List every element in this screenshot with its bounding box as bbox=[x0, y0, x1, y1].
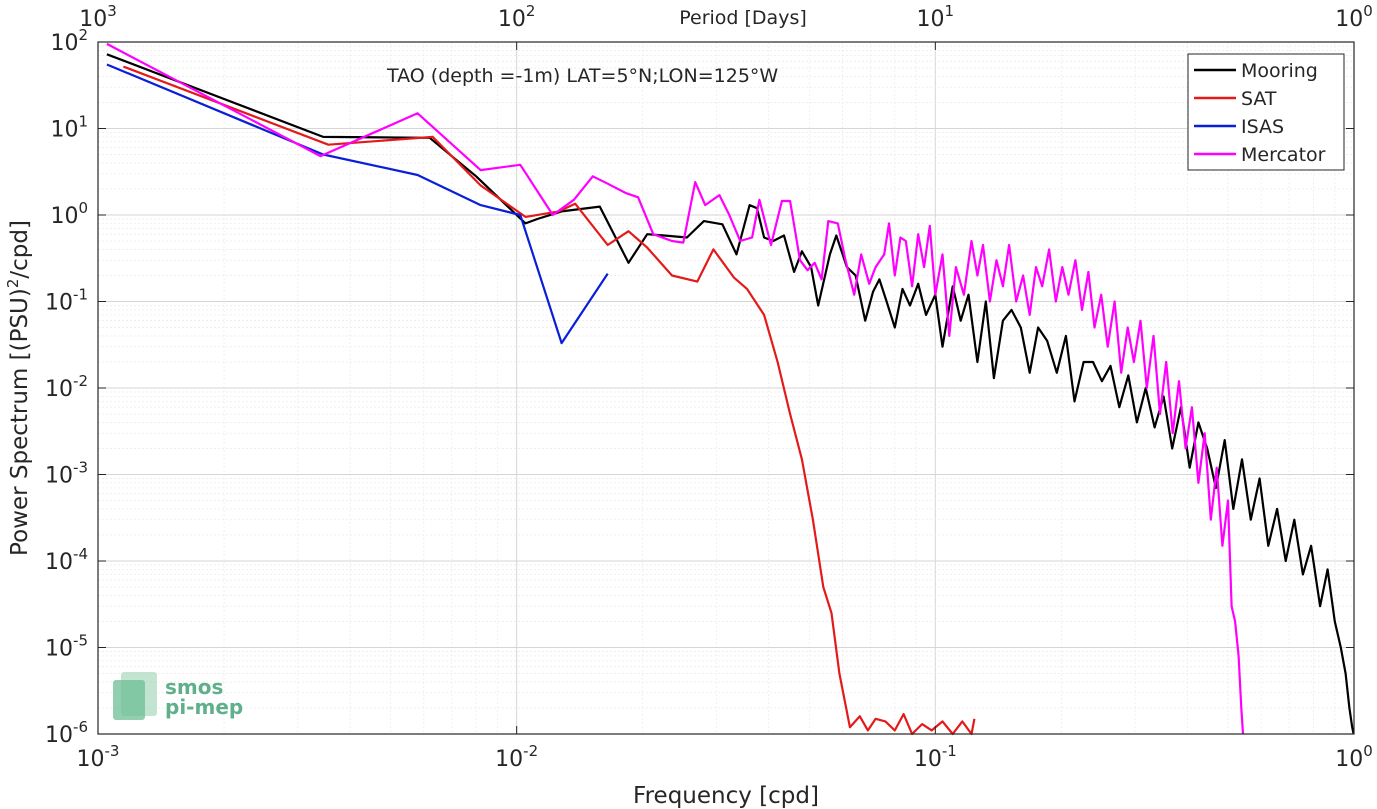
logo-text-pimep: pi-mep bbox=[165, 695, 243, 719]
series-line-sat bbox=[123, 65, 976, 736]
series-line-mooring bbox=[106, 53, 1355, 735]
y-tick-label: 10-1 bbox=[45, 286, 88, 316]
grid bbox=[98, 42, 1354, 734]
y-tick-label: 101 bbox=[50, 113, 88, 143]
top-tick-label: 101 bbox=[917, 2, 955, 32]
x-tick-label: 10-1 bbox=[914, 742, 957, 772]
y-tick-label: 10-4 bbox=[45, 545, 88, 575]
x-tick-label: 10-2 bbox=[495, 742, 538, 772]
top-tick-label: 103 bbox=[79, 2, 117, 32]
y-tick-label: 10-5 bbox=[45, 632, 88, 662]
series-lines bbox=[106, 42, 1355, 736]
y-tick-label: 100 bbox=[50, 199, 88, 229]
legend: Mooring SAT ISAS Mercator bbox=[1187, 53, 1345, 171]
legend-label-mercator: Mercator bbox=[1241, 144, 1326, 166]
y-tick-label: 102 bbox=[50, 26, 88, 56]
top-axis-title: Period [Days] bbox=[679, 7, 807, 29]
logo-mark-front bbox=[113, 680, 145, 720]
legend-label-mooring: Mooring bbox=[1241, 60, 1318, 82]
x-tick-label: 10-3 bbox=[77, 742, 120, 772]
legend-label-isas: ISAS bbox=[1241, 116, 1284, 138]
y-tick-label: 10-3 bbox=[45, 459, 88, 489]
legend-box bbox=[1187, 53, 1345, 171]
y-axis-title: Power Spectrum [(PSU)2/cpd] bbox=[4, 220, 33, 556]
top-tick-label: 100 bbox=[1335, 2, 1373, 32]
legend-label-sat: SAT bbox=[1241, 88, 1277, 110]
series-line-mercator bbox=[106, 42, 1245, 735]
y-tick-label: 10-2 bbox=[45, 372, 88, 402]
x-axis-title: Frequency [cpd] bbox=[633, 783, 819, 809]
top-tick-label: 102 bbox=[498, 2, 536, 32]
logo-text-smos: smos bbox=[165, 675, 223, 699]
x-tick-label: 100 bbox=[1335, 742, 1373, 772]
chart-title: TAO (depth =-1m) LAT=5°N;LON=125°W bbox=[386, 65, 778, 87]
smos-pimep-logo: smos pi-mep bbox=[113, 672, 243, 720]
y-tick-label: 10-6 bbox=[45, 718, 88, 748]
